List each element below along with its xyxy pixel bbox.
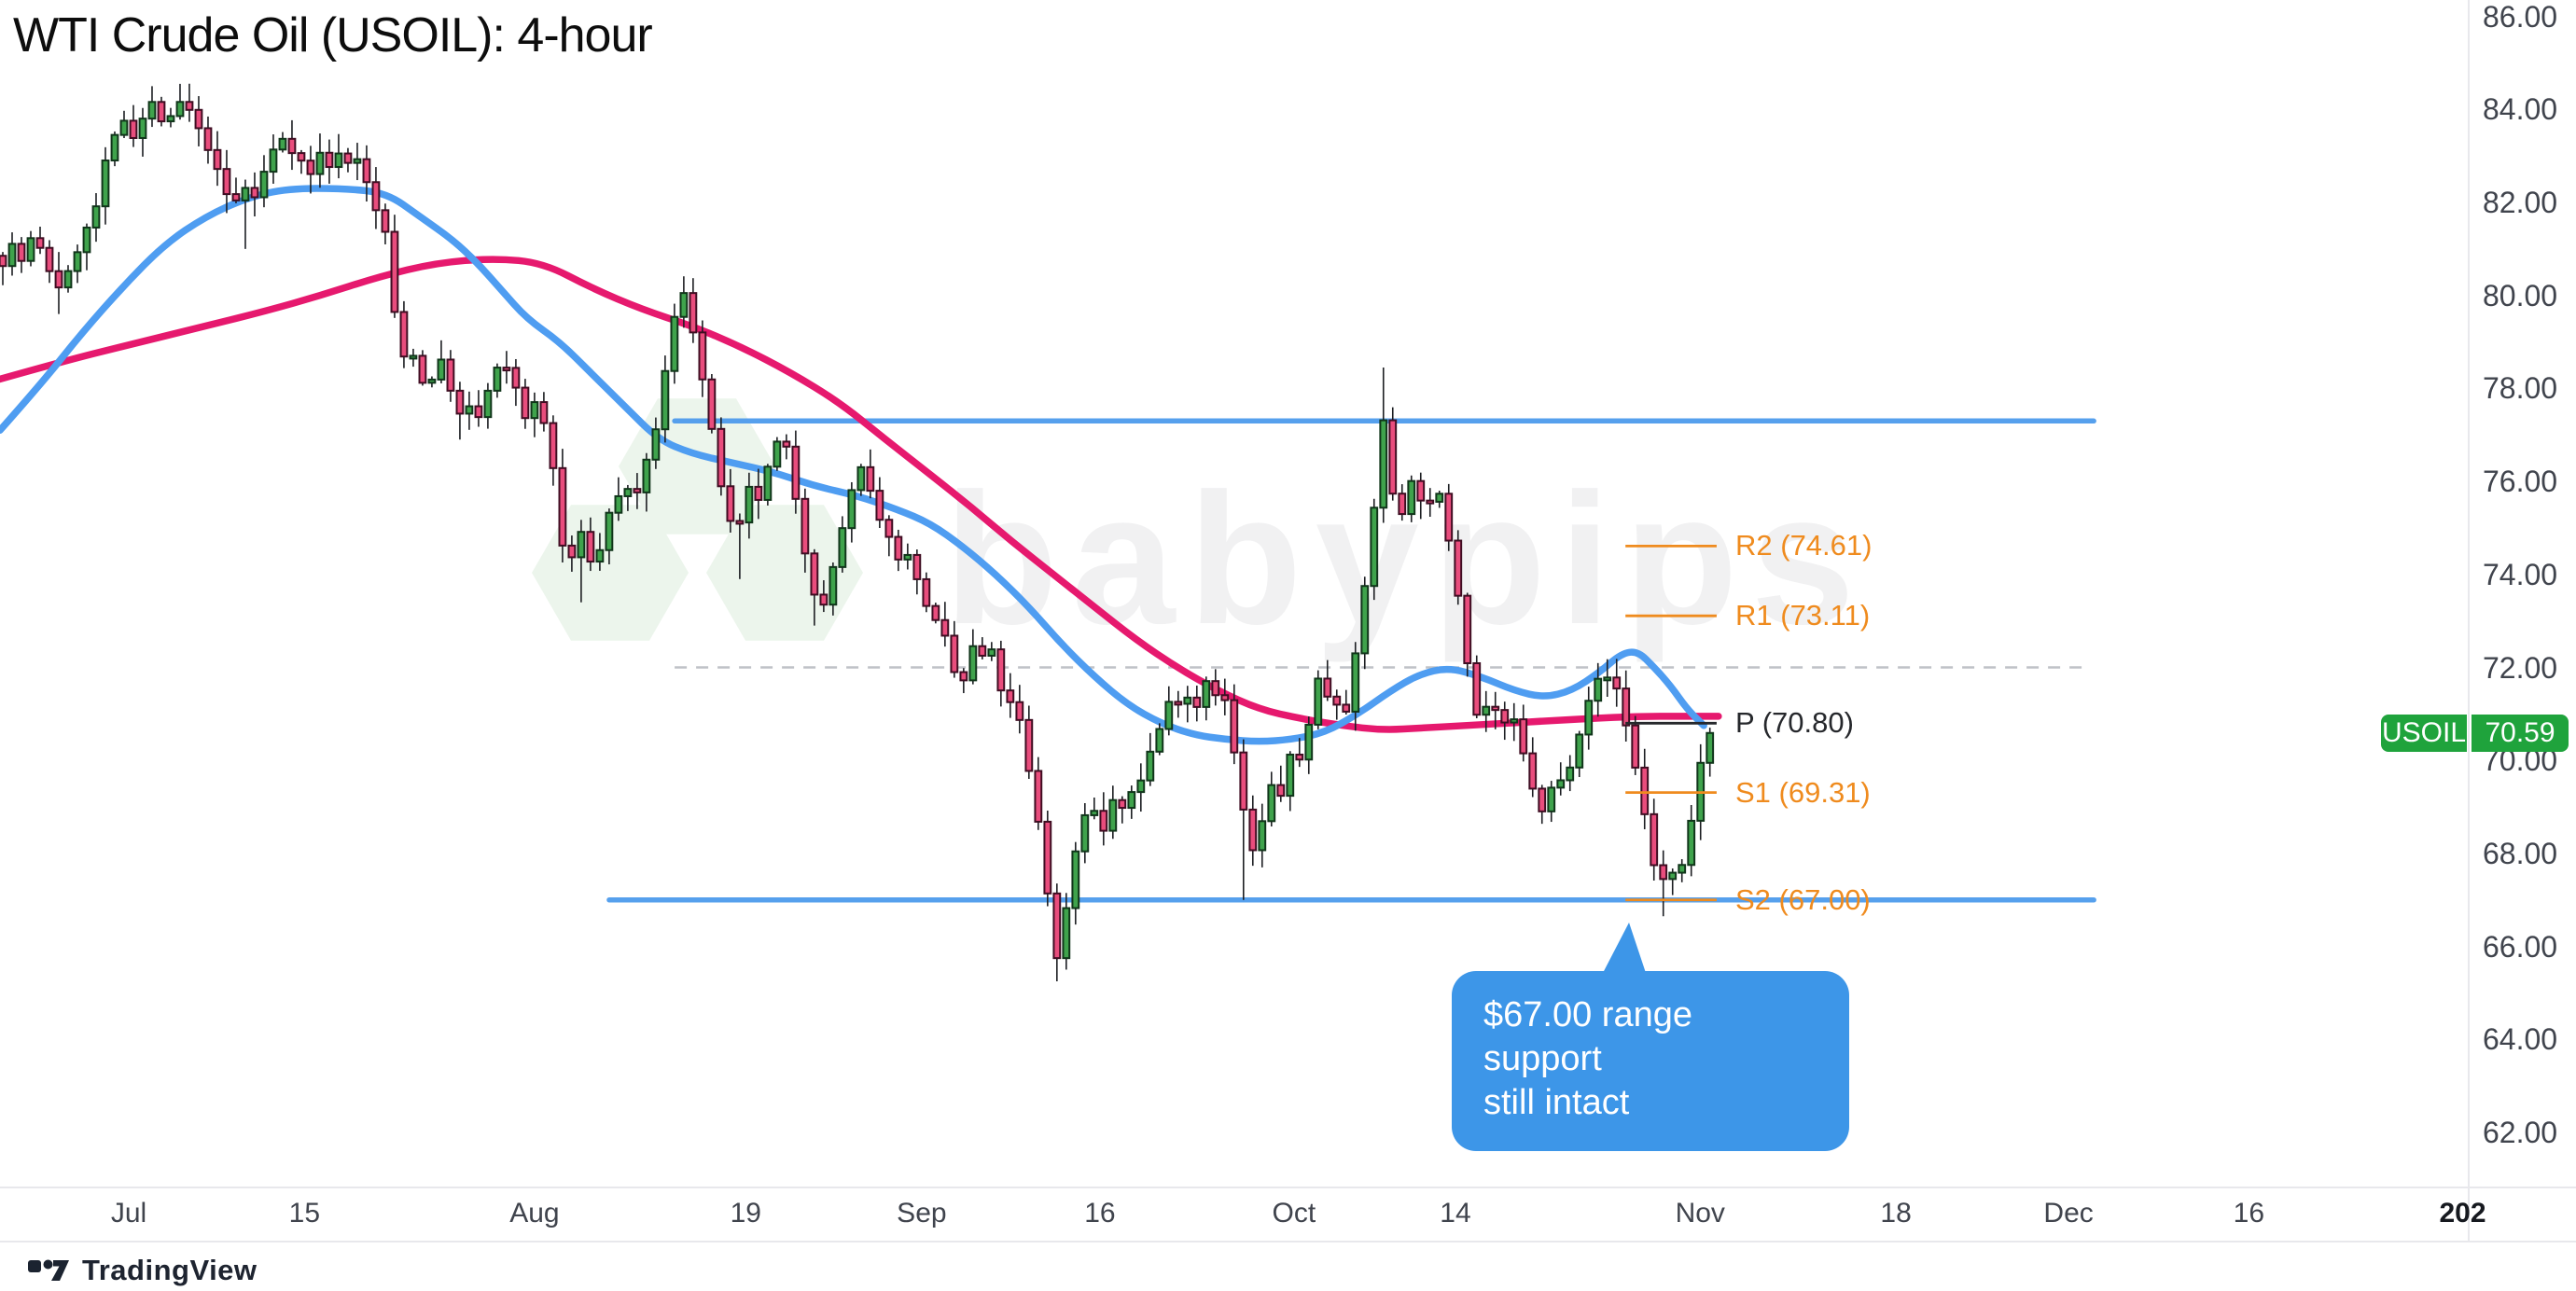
time-tick-label: Aug: [509, 1198, 560, 1229]
pivot-stub-lines: [1625, 544, 1717, 902]
price-badge-symbol: USOIL: [2381, 715, 2467, 752]
tradingview-logo-icon: [28, 1259, 69, 1281]
price-badge-value: 70.59: [2472, 715, 2569, 752]
time-tick-label: Dec: [2043, 1198, 2094, 1229]
price-tick-label: 66.00: [2483, 929, 2558, 964]
tradingview-attribution[interactable]: TradingView: [28, 1254, 258, 1287]
price-tick-label: 82.00: [2483, 186, 2558, 219]
callout-tail-icon: [1603, 923, 1646, 973]
callout-line-1: $67.00 range support: [1483, 995, 1692, 1078]
pivot-label-r2: R2 (74.61): [1735, 529, 1873, 562]
price-tick-label: 86.00: [2483, 0, 2558, 34]
pivot-label-s1: S1 (69.31): [1735, 775, 1871, 809]
time-tick-label: 16: [2233, 1198, 2265, 1229]
time-tick-label: Jul: [110, 1198, 147, 1229]
watermark-text: babypips: [944, 455, 1868, 663]
pivot-label-s2: S2 (67.00): [1735, 882, 1871, 916]
year-tick-label: 202: [2439, 1198, 2486, 1229]
time-axis-top-border: [0, 1187, 2576, 1188]
pivot-label-p: P (70.80): [1735, 706, 1854, 740]
price-tick-label: 80.00: [2483, 278, 2558, 312]
price-tick-label: 76.00: [2483, 465, 2558, 499]
time-tick-label: 16: [1084, 1198, 1116, 1229]
price-tick-label: 84.00: [2483, 92, 2558, 127]
page-title: WTI Crude Oil (USOIL): 4-hour: [13, 8, 653, 62]
watermark-hexagons: [532, 398, 863, 641]
slow-ma-line[interactable]: [0, 256, 1722, 733]
time-tick-label: Oct: [1272, 1198, 1316, 1229]
time-tick-label: 18: [1880, 1198, 1912, 1229]
time-tick-label: 19: [730, 1198, 761, 1229]
price-tick-label: 68.00: [2483, 836, 2558, 870]
price-tick-label: 78.00: [2483, 371, 2558, 406]
pivot-label-r1: R1 (73.11): [1735, 599, 1871, 632]
price-tick-label: 62.00: [2483, 1116, 2558, 1149]
time-tick-label: Nov: [1675, 1198, 1725, 1229]
time-tick-label: 14: [1440, 1198, 1471, 1229]
support-callout: $67.00 range support still intact: [1452, 923, 1849, 1151]
time-axis-bottom-border: [0, 1241, 2576, 1242]
time-tick-label: 15: [288, 1198, 321, 1229]
candlestick-series: [0, 83, 1715, 981]
attribution-label: TradingView: [82, 1254, 258, 1286]
price-tick-label: 64.00: [2483, 1022, 2558, 1057]
price-tick-label: 74.00: [2483, 557, 2558, 591]
callout-line-2: still intact: [1483, 1083, 1630, 1122]
time-tick-label: Sep: [897, 1198, 947, 1229]
price-tick-label: 72.00: [2483, 650, 2558, 685]
price-axis-border: [2468, 0, 2470, 1241]
